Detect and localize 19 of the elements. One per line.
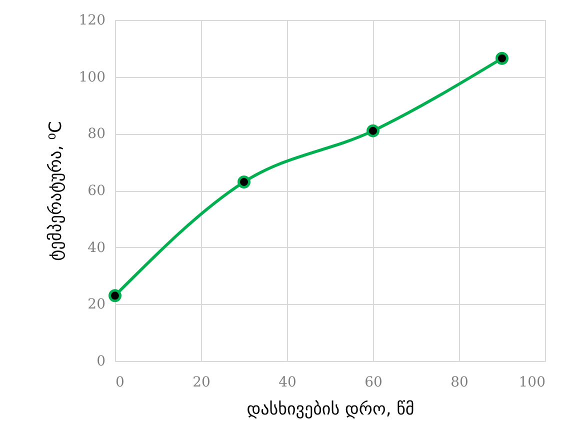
x-tick-label: 40 [278, 374, 296, 390]
point [366, 124, 380, 138]
x-tick-label: 20 [192, 374, 210, 390]
point [108, 289, 122, 302]
point [238, 175, 250, 188]
y-tick-label: 0 [96, 354, 106, 370]
x-tick-label: 80 [450, 374, 468, 390]
y-tick-label: 120 [78, 12, 106, 28]
y-tick-label: 60 [88, 183, 106, 199]
x-tick-label: 0 [116, 374, 124, 390]
y-axis-title: ტემპერატურა, ⁰C [46, 121, 66, 261]
point [496, 52, 508, 65]
y-tick-label: 100 [78, 69, 106, 86]
y-tick-label: 40 [88, 240, 106, 256]
y-tick-label: 20 [88, 296, 106, 313]
x-axis-title: დასხივების დრო, წმ [246, 400, 414, 420]
x-tick-label: 100 [518, 374, 546, 390]
x-tick-label: 60 [364, 374, 382, 390]
y-tick-label: 80 [88, 126, 106, 142]
